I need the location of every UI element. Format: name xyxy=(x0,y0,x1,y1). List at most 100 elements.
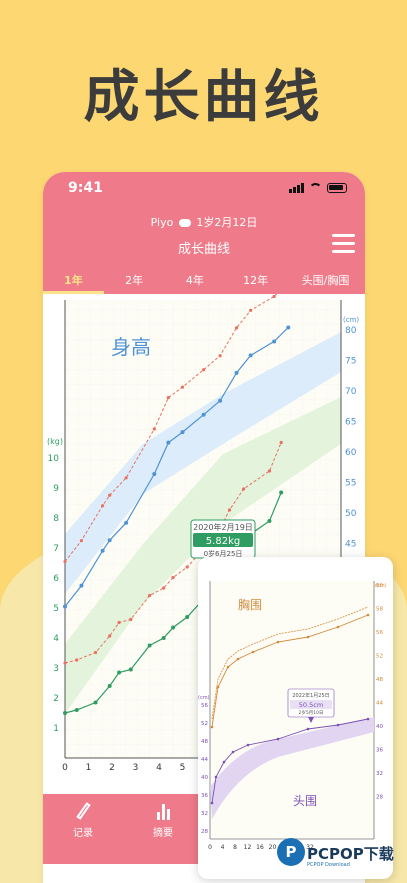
head-band xyxy=(210,717,374,819)
svg-text:2岁5月10日: 2岁5月10日 xyxy=(299,709,324,716)
height-point xyxy=(100,548,105,553)
overlay-right-tick: 52 xyxy=(376,654,383,660)
tab-4-year[interactable]: 4年 xyxy=(185,274,204,287)
pcpop-text: PCPOP下载 xyxy=(307,845,394,863)
weight-tick-label: 1 xyxy=(53,724,59,734)
height-tick-label: 60 xyxy=(345,448,357,458)
pencil-icon xyxy=(73,802,93,820)
head-label: 头围 xyxy=(293,794,317,808)
overlay-right-ticks: 60 58 56 52 48 44 40 36 32 28 xyxy=(376,583,383,801)
overlay-left-tick: 28 xyxy=(201,829,208,835)
left-unit: (kg) xyxy=(47,437,63,446)
overlay-x-tick: 20 xyxy=(269,844,277,851)
overlay-x-tick: 8 xyxy=(233,844,237,851)
wifi-icon xyxy=(309,183,322,193)
overlay-left-ticks: 56 52 48 44 40 36 32 28 xyxy=(201,703,208,835)
height-point xyxy=(79,583,84,588)
svg-text:2022年1月25日: 2022年1月25日 xyxy=(292,692,329,699)
overlay-x-tick: 32 xyxy=(306,844,314,851)
height-point xyxy=(107,538,112,543)
overlay-right-tick: 40 xyxy=(376,724,383,730)
bar-chart-icon xyxy=(153,802,173,820)
head-unit: (cm) xyxy=(198,695,210,701)
height-point xyxy=(218,398,223,403)
left-axis-ticks: 10 9 8 7 6 5 4 3 2 1 xyxy=(48,454,60,734)
weight-point xyxy=(279,490,284,495)
weight-point xyxy=(147,643,152,648)
status-bar: 9:41 xyxy=(43,180,365,200)
overlay-left-tick: 52 xyxy=(201,721,208,727)
weight-tick-label: 5 xyxy=(53,604,59,614)
height-point xyxy=(63,604,67,609)
overlay-x-tick: 0 xyxy=(208,844,212,851)
overlay-x-tick: 4 xyxy=(221,844,225,851)
overlay-right-tick: 44 xyxy=(376,701,383,707)
height-tick-label: 65 xyxy=(345,418,356,428)
list-menu-icon[interactable] xyxy=(332,234,355,254)
overlay-x-tick: 12 xyxy=(244,844,252,851)
height-tick-label: 55 xyxy=(345,479,356,489)
height-point xyxy=(124,520,129,525)
height-line xyxy=(63,325,291,609)
weight-tick-label: 4 xyxy=(53,634,59,644)
tooltip-date: 2020年2月19日 xyxy=(193,522,253,532)
overlay-right-tick: 58 xyxy=(376,607,383,613)
weight-tick-label: 2 xyxy=(53,694,59,704)
overlay-right-tick: 48 xyxy=(376,677,383,683)
x-tick-label: 4 xyxy=(156,763,162,773)
weight-point xyxy=(161,636,166,640)
overlay-left-tick: 36 xyxy=(201,793,208,799)
tab-2-year[interactable]: 2年 xyxy=(125,274,144,287)
tab-12-year[interactable]: 12年 xyxy=(243,274,269,287)
baby-avatar-icon xyxy=(178,219,191,227)
height-label: 身高 xyxy=(111,335,151,359)
height-band xyxy=(65,332,341,594)
overlay-left-tick: 40 xyxy=(201,775,208,781)
overlay-left-tick: 32 xyxy=(201,811,208,817)
pcpop-logo-icon: P xyxy=(277,838,305,866)
weight-point xyxy=(63,711,67,715)
weight-band xyxy=(65,397,341,714)
height-point xyxy=(234,370,239,375)
page-title: 成长曲线 xyxy=(177,242,230,257)
head-line xyxy=(210,717,370,805)
weight-point xyxy=(107,684,112,688)
x-tick-label: 0 xyxy=(62,763,68,773)
weight-point xyxy=(267,519,272,523)
weight-point xyxy=(117,670,122,675)
overlay-left-tick: 44 xyxy=(201,757,208,763)
weight-tick-label: 3 xyxy=(53,664,59,674)
x-tick-label: 1 xyxy=(86,763,92,773)
tooltip-value: 5.82kg xyxy=(206,536,240,547)
overlay-x-tick: 16 xyxy=(256,844,264,851)
tab-head-chest[interactable]: 头围/胸围 xyxy=(301,274,350,287)
weight-point xyxy=(171,625,176,630)
overlay-right-tick: 32 xyxy=(376,771,383,777)
head-tooltip: 2022年1月25日 50.5cm 2岁5月10日 xyxy=(287,688,335,723)
height-tick-label: 80 xyxy=(345,326,357,336)
height-tick-label: 50 xyxy=(345,509,357,519)
x-tick-label: 5 xyxy=(180,763,186,773)
profile-age: 1岁2月12日 xyxy=(196,216,258,229)
right-unit: (cm) xyxy=(343,316,359,324)
weight-point xyxy=(128,667,133,672)
height-point xyxy=(152,472,157,476)
height-tick-label: 70 xyxy=(345,387,357,397)
svg-text:50.5cm: 50.5cm xyxy=(299,701,323,709)
nav-summary[interactable]: 摘要 xyxy=(123,794,203,864)
height-tick-label: 75 xyxy=(345,357,356,367)
overlay-left-tick: 48 xyxy=(201,739,208,745)
chest-label: 胸围 xyxy=(238,597,262,612)
overlay-right-tick: 60 xyxy=(376,583,383,589)
height-point xyxy=(248,353,253,358)
overlay-right-tick: 28 xyxy=(376,795,383,801)
height-point xyxy=(286,325,291,330)
tab-1-year[interactable]: 1年 xyxy=(43,272,104,294)
weight-tick-label: 7 xyxy=(53,544,59,554)
profile-name: Piyo xyxy=(150,216,174,229)
nav-record[interactable]: 记录 xyxy=(43,794,123,864)
height-point xyxy=(272,339,277,344)
pcpop-watermark: P PCPOP下载 PCPOP Download xyxy=(277,838,407,878)
